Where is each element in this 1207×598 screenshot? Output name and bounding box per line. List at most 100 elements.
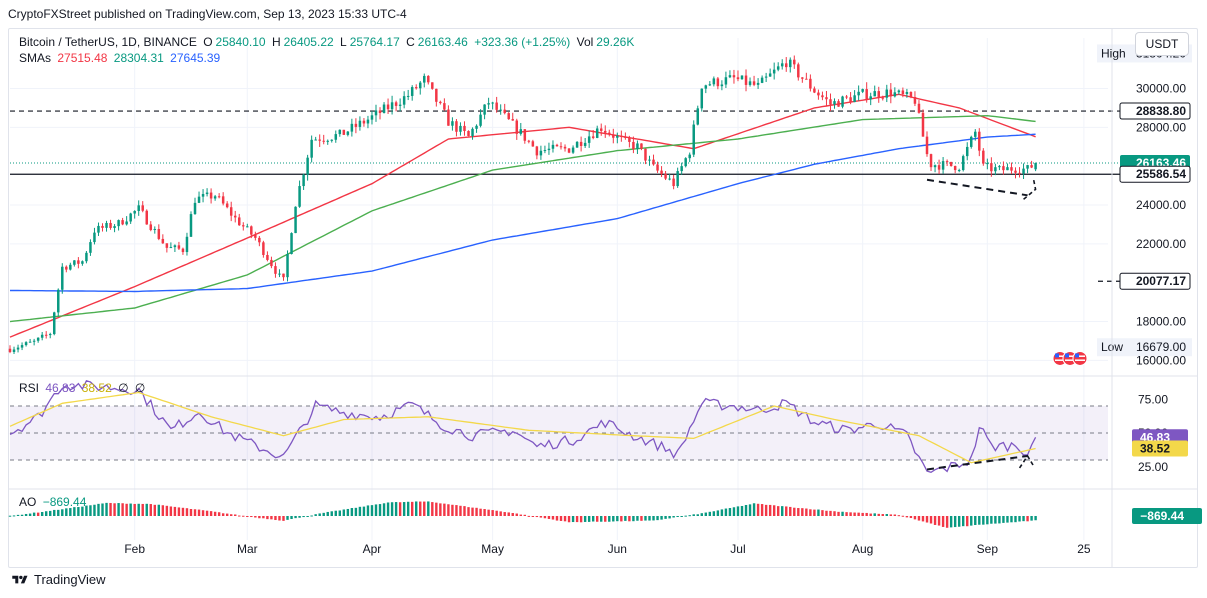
candle-body [330, 139, 334, 141]
candle-body [793, 59, 796, 65]
candle [402, 91, 406, 109]
ao-bar [410, 501, 414, 516]
candle-body [511, 119, 514, 121]
ao-bar [459, 505, 462, 516]
candle [165, 243, 169, 253]
candle-body [52, 312, 56, 335]
candle [736, 70, 740, 82]
candle-body [837, 101, 840, 107]
ao-bar [73, 507, 76, 516]
candle-body [599, 128, 603, 131]
candle-body [652, 159, 655, 165]
candle-body [535, 146, 539, 156]
ao-bar [217, 512, 221, 516]
candle [531, 139, 535, 147]
ao-bar [664, 516, 667, 519]
candle [857, 85, 860, 101]
candle-body [157, 228, 161, 239]
candle-body [801, 77, 804, 79]
ao-bar [225, 513, 229, 516]
candle [378, 107, 382, 120]
ao-bar [752, 503, 756, 516]
ao-bar [833, 511, 836, 516]
price-axis-tick-label: 16000.00 [1136, 353, 1186, 367]
candle [905, 88, 909, 98]
symbol-title[interactable]: Bitcoin / TetherUS, 1D, BINANCE [19, 35, 197, 49]
candle-body [1026, 165, 1029, 169]
candle-body [563, 146, 567, 149]
candle-body [73, 260, 76, 265]
candle-body [676, 171, 679, 187]
candle [238, 213, 241, 226]
ao-value-label: −869.44 [1140, 509, 1184, 523]
ao-bar [559, 516, 563, 521]
ao-legend: AO −869.44 [19, 495, 89, 509]
candle-body [648, 159, 651, 161]
candle-body [459, 125, 462, 132]
candle [250, 225, 253, 239]
candle-body [688, 154, 691, 159]
ao-bar [61, 509, 64, 516]
candle-body [483, 104, 486, 115]
ao-bar [431, 502, 434, 516]
candle-body [929, 154, 933, 168]
candle [772, 62, 776, 80]
candle [177, 241, 181, 251]
candle-body [591, 136, 595, 138]
candle [52, 311, 56, 336]
ao-bar [768, 504, 772, 516]
ao-label[interactable]: AO [19, 495, 37, 509]
rsi-label[interactable]: RSI [19, 381, 40, 395]
candle [133, 210, 136, 219]
candle [587, 130, 591, 148]
ao-bar [282, 516, 285, 521]
candle [77, 257, 80, 269]
candle [354, 118, 358, 134]
us-flag-canton [1065, 353, 1069, 358]
close-label: C [406, 35, 415, 49]
ao-bar [909, 516, 913, 519]
ao-bar [471, 507, 474, 516]
ao-bar [571, 516, 575, 523]
sma-label[interactable]: SMAs [19, 51, 52, 65]
candle-body [141, 205, 144, 211]
candle-body [322, 140, 325, 142]
candle [789, 57, 792, 73]
candle [278, 269, 281, 278]
candle [957, 168, 961, 173]
ao-bar [793, 507, 796, 516]
ao-bar [28, 513, 32, 516]
candle-body [982, 150, 985, 164]
candle [640, 143, 643, 151]
candle [829, 93, 832, 112]
candle [853, 90, 856, 103]
ao-bar [933, 516, 937, 525]
ao-bar [636, 516, 639, 521]
candle [559, 142, 563, 150]
candle-body [547, 148, 551, 151]
candle [431, 82, 434, 90]
ao-bar [1030, 516, 1033, 521]
footer-brand[interactable]: TradingView [10, 572, 106, 587]
candle [342, 129, 346, 135]
ao-bar [234, 514, 237, 516]
ao-bar [113, 503, 116, 516]
candle [443, 98, 446, 111]
candle [439, 100, 442, 105]
candle-body [559, 146, 563, 148]
candle-body [342, 129, 346, 135]
candle [1006, 163, 1009, 171]
candle-body [165, 243, 169, 248]
ao-bar [435, 502, 438, 516]
candle-body [77, 260, 80, 264]
ao-bar [724, 508, 728, 516]
candle-body [435, 88, 438, 102]
ao-bar [660, 516, 663, 520]
level-price-badge [1119, 165, 1191, 183]
currency-button[interactable]: USDT [1135, 32, 1189, 56]
ao-bar [286, 516, 289, 520]
ao-bar [250, 516, 253, 518]
candle-body [813, 88, 816, 93]
ao-bar [708, 511, 712, 516]
